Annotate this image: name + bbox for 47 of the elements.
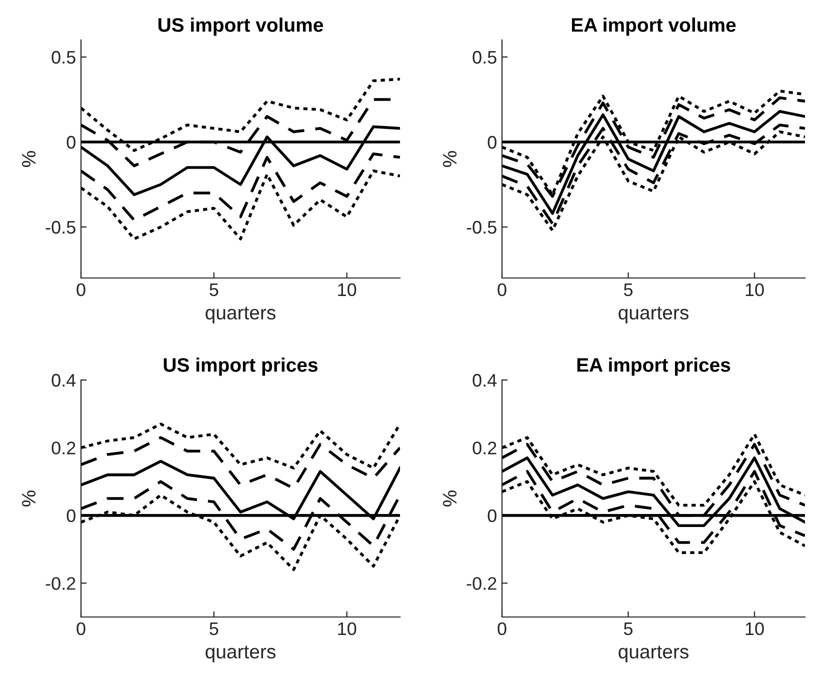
x-axis-title: quarters <box>618 306 688 324</box>
y-tick-label: 0.4 <box>52 374 76 387</box>
y-tick-label: 0 <box>488 136 496 149</box>
line-series <box>81 78 400 152</box>
y-tick-label: -0.5 <box>466 220 496 234</box>
x-tick-label: 5 <box>210 622 218 636</box>
x-tick-label: 10 <box>746 283 764 296</box>
line-series <box>502 456 805 527</box>
chart-title: EA import volume <box>572 18 736 36</box>
line-series <box>81 152 400 222</box>
x-tick-label: 0 <box>76 622 86 636</box>
x-tick-label: 10 <box>338 622 356 636</box>
y-tick-label: 0.2 <box>52 442 76 454</box>
x-tick-label: 10 <box>746 622 764 636</box>
x-axis-title: quarters <box>618 646 688 662</box>
y-tick-label: 0 <box>66 136 76 149</box>
y-tick-label: -0.5 <box>46 220 76 234</box>
x-tick-label: 10 <box>338 283 356 296</box>
x-tick-label: 5 <box>210 284 218 296</box>
y-axis-title: % <box>442 490 457 506</box>
chart-title: US import volume <box>158 18 324 36</box>
x-tick-label: 0 <box>498 622 506 636</box>
y-tick-label: 0.5 <box>52 50 76 64</box>
y-tick-label: -0.2 <box>466 577 496 590</box>
y-tick-label: -0.2 <box>46 577 76 590</box>
x-tick-label: 0 <box>498 283 506 296</box>
chart-title: EA import prices <box>577 358 730 376</box>
y-axis-title: % <box>22 490 36 506</box>
y-axis-title: % <box>22 151 36 167</box>
y-axis-title: % <box>442 151 457 167</box>
line-series <box>81 125 400 196</box>
y-tick-label: 0 <box>66 509 76 522</box>
x-tick-label: 5 <box>624 284 633 296</box>
line-series <box>81 422 400 470</box>
x-tick-label: 5 <box>624 622 633 636</box>
x-axis-title: quarters <box>206 646 276 662</box>
y-tick-label: 0.2 <box>472 442 496 454</box>
line-series <box>81 480 400 551</box>
x-tick-label: 0 <box>76 283 86 296</box>
y-tick-label: 0.5 <box>472 50 496 64</box>
line-series <box>81 436 400 490</box>
y-tick-label: 0 <box>488 509 496 522</box>
y-tick-label: 0.4 <box>472 374 497 387</box>
chart-title: US import prices <box>164 358 318 376</box>
line-series <box>81 460 400 520</box>
line-series <box>81 170 400 240</box>
x-axis-title: quarters <box>206 306 276 324</box>
